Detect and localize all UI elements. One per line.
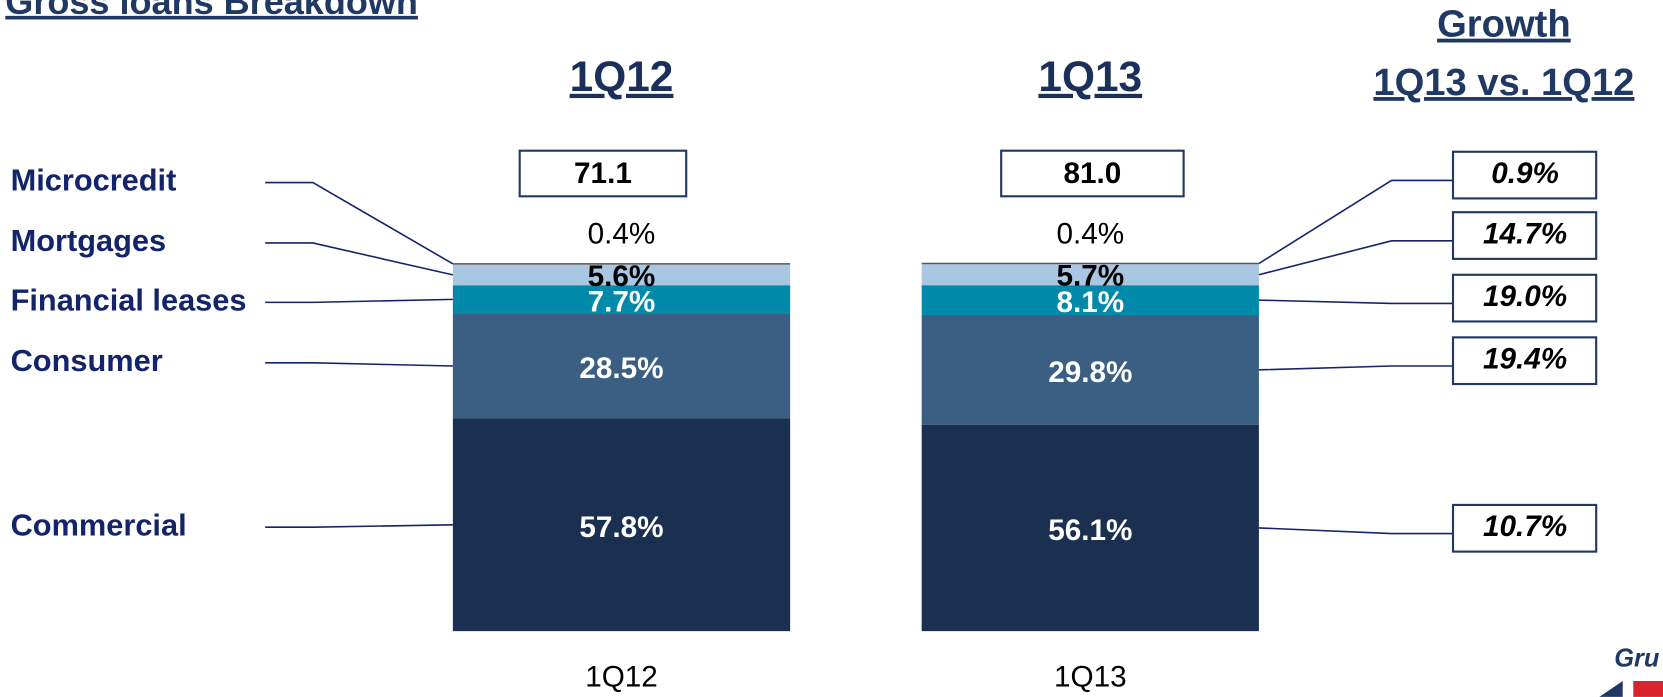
data-label: 0.4% — [1056, 217, 1124, 250]
growth-box — [1451, 211, 1598, 260]
growth-label: 14.7% — [1483, 217, 1567, 250]
bar-segment — [452, 264, 791, 286]
data-label: 29.8% — [1048, 356, 1132, 389]
x-tick-label: 1Q12 — [585, 661, 658, 694]
legend-label: Consumer — [11, 343, 163, 378]
logo: Gru — [1614, 645, 1660, 673]
data-label: 28.5% — [579, 352, 663, 385]
bar-segment — [921, 262, 1259, 265]
growth-label: 10.7% — [1483, 510, 1567, 543]
growth-box — [1451, 503, 1598, 553]
data-label: 7.7% — [588, 285, 656, 318]
data-label: 5.7% — [1056, 260, 1124, 293]
growth-box — [1451, 336, 1598, 386]
growth-label: 0.9% — [1491, 157, 1559, 190]
bar-segment — [452, 285, 791, 314]
x-tick-label: 1Q13 — [1054, 661, 1127, 694]
chart-title: Gross loans Breakdown — [5, 0, 418, 22]
logo-shape — [1633, 680, 1663, 697]
leader-line — [1258, 179, 1454, 265]
column-header: 1Q13 — [1038, 53, 1142, 100]
bar-segment — [921, 285, 1259, 316]
bar-segment — [452, 313, 791, 419]
total-label: 71.1 — [574, 157, 632, 190]
legend-label: Mortgages — [11, 223, 166, 258]
leader-line — [265, 242, 454, 276]
column-header: 1Q12 — [570, 53, 674, 100]
leader-line — [265, 362, 453, 367]
leader-line — [1258, 240, 1454, 276]
leader-line — [265, 181, 454, 265]
leader-line — [1258, 365, 1454, 371]
total-box — [1000, 149, 1185, 198]
bar-segment — [452, 418, 791, 632]
growth-label: 19.0% — [1483, 280, 1567, 313]
leader-line — [265, 523, 453, 529]
logo-shape — [1599, 680, 1623, 697]
growth-label: 19.4% — [1483, 343, 1567, 376]
growth-box — [1451, 273, 1598, 323]
bar-segment — [452, 263, 791, 265]
total-box — [518, 149, 688, 198]
data-label: 0.4% — [588, 217, 656, 250]
bar-segment — [921, 424, 1259, 632]
data-label: 5.6% — [588, 260, 656, 293]
legend-label: Microcredit — [11, 163, 177, 198]
data-label: 57.8% — [579, 511, 663, 544]
growth-subtitle: 1Q13 vs. 1Q12 — [1373, 61, 1634, 104]
legend-label: Commercial — [11, 507, 187, 542]
growth-box — [1451, 150, 1598, 200]
bar-segment — [921, 264, 1259, 286]
data-label: 8.1% — [1056, 286, 1124, 319]
bar-segment — [921, 315, 1259, 425]
leader-line — [1258, 527, 1454, 535]
leader-line — [1258, 299, 1454, 305]
total-label: 81.0 — [1064, 157, 1122, 190]
legend-label: Financial leases — [11, 282, 247, 317]
growth-title: Growth — [1437, 3, 1571, 46]
leader-line — [265, 298, 453, 304]
data-label: 56.1% — [1048, 514, 1132, 547]
